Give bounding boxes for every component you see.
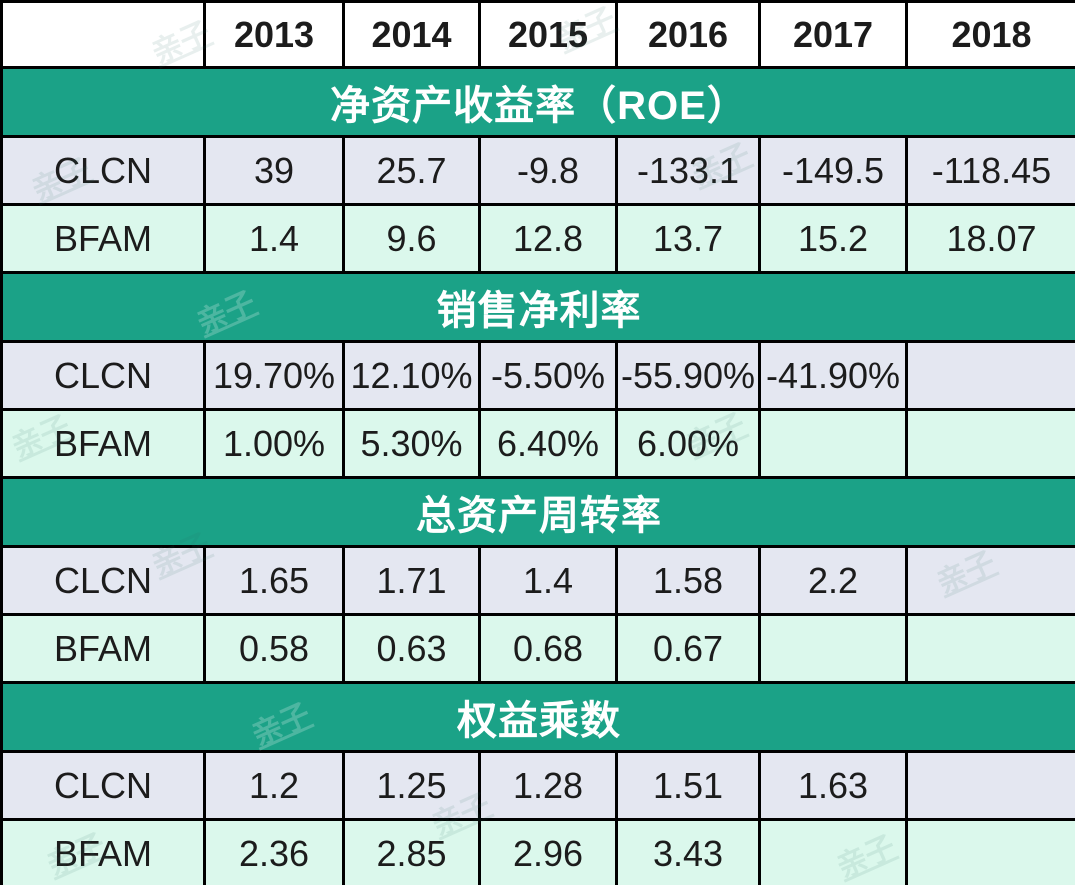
margin-clcn-row: CLCN 19.70% 12.10% -5.50% -55.90% -41.90… xyxy=(0,340,1075,411)
data-cell: 15.2 xyxy=(758,203,908,274)
data-cell: -5.50% xyxy=(478,340,618,411)
data-cell: 1.71 xyxy=(342,545,481,616)
data-cell: 1.4 xyxy=(478,545,618,616)
data-cell: 2.96 xyxy=(478,818,618,885)
data-cell: 1.25 xyxy=(342,750,481,821)
year-header: 2015 xyxy=(478,0,618,69)
data-cell: 25.7 xyxy=(342,135,481,206)
data-cell: 1.28 xyxy=(478,750,618,821)
section-header-net-margin: 销售净利率 xyxy=(0,271,1075,343)
year-header: 2017 xyxy=(758,0,908,69)
row-label: CLCN xyxy=(0,340,206,411)
data-cell: 0.68 xyxy=(478,613,618,684)
data-cell: -55.90% xyxy=(615,340,761,411)
section-header-equity-multiplier: 权益乘数 xyxy=(0,681,1075,753)
row-label: BFAM xyxy=(0,203,206,274)
section-header-asset-turnover: 总资产周转率 xyxy=(0,476,1075,548)
year-header: 2014 xyxy=(342,0,481,69)
data-cell: -118.45 xyxy=(905,135,1075,206)
data-cell: 1.4 xyxy=(203,203,345,274)
row-label: CLCN xyxy=(0,545,206,616)
row-label: BFAM xyxy=(0,408,206,479)
data-cell: 0.63 xyxy=(342,613,481,684)
data-cell: 13.7 xyxy=(615,203,761,274)
data-cell: 5.30% xyxy=(342,408,481,479)
corner-cell xyxy=(0,0,206,69)
data-cell: -149.5 xyxy=(758,135,908,206)
data-cell: 1.58 xyxy=(615,545,761,616)
data-cell: 9.6 xyxy=(342,203,481,274)
data-cell: 18.07 xyxy=(905,203,1075,274)
roe-clcn-row: CLCN 39 25.7 -9.8 -133.1 -149.5 -118.45 xyxy=(0,135,1075,206)
section-title: 净资产收益率（ROE） xyxy=(0,66,1075,138)
section-title: 总资产周转率 xyxy=(0,476,1075,548)
data-cell: 0.67 xyxy=(615,613,761,684)
data-cell xyxy=(758,818,908,885)
data-cell xyxy=(905,545,1075,616)
year-header: 2016 xyxy=(615,0,761,69)
equity-clcn-row: CLCN 1.2 1.25 1.28 1.51 1.63 xyxy=(0,750,1075,821)
data-cell: 2.36 xyxy=(203,818,345,885)
turnover-bfam-row: BFAM 0.58 0.63 0.68 0.67 xyxy=(0,613,1075,684)
data-cell xyxy=(905,613,1075,684)
row-label: CLCN xyxy=(0,135,206,206)
data-cell xyxy=(758,613,908,684)
data-cell xyxy=(905,818,1075,885)
data-cell: 6.40% xyxy=(478,408,618,479)
data-cell: 1.00% xyxy=(203,408,345,479)
data-cell: 6.00% xyxy=(615,408,761,479)
data-cell: 1.63 xyxy=(758,750,908,821)
data-cell: 0.58 xyxy=(203,613,345,684)
year-header: 2013 xyxy=(203,0,345,69)
margin-bfam-row: BFAM 1.00% 5.30% 6.40% 6.00% xyxy=(0,408,1075,479)
data-cell xyxy=(905,750,1075,821)
data-cell: 1.51 xyxy=(615,750,761,821)
data-cell: -41.90% xyxy=(758,340,908,411)
data-cell xyxy=(905,340,1075,411)
data-cell xyxy=(905,408,1075,479)
row-label: BFAM xyxy=(0,818,206,885)
section-title: 销售净利率 xyxy=(0,271,1075,343)
roe-bfam-row: BFAM 1.4 9.6 12.8 13.7 15.2 18.07 xyxy=(0,203,1075,274)
turnover-clcn-row: CLCN 1.65 1.71 1.4 1.58 2.2 xyxy=(0,545,1075,616)
data-cell: 2.2 xyxy=(758,545,908,616)
data-cell: 1.65 xyxy=(203,545,345,616)
year-header: 2018 xyxy=(905,0,1075,69)
section-header-roe: 净资产收益率（ROE） xyxy=(0,66,1075,138)
row-label: BFAM xyxy=(0,613,206,684)
data-cell: 19.70% xyxy=(203,340,345,411)
row-label: CLCN xyxy=(0,750,206,821)
data-cell: 12.10% xyxy=(342,340,481,411)
section-title: 权益乘数 xyxy=(0,681,1075,753)
equity-bfam-row: BFAM 2.36 2.85 2.96 3.43 xyxy=(0,818,1075,885)
data-cell: 12.8 xyxy=(478,203,618,274)
data-cell xyxy=(758,408,908,479)
year-header-row: 2013 2014 2015 2016 2017 2018 xyxy=(0,0,1075,69)
data-cell: 1.2 xyxy=(203,750,345,821)
data-cell: -9.8 xyxy=(478,135,618,206)
data-cell: -133.1 xyxy=(615,135,761,206)
data-cell: 39 xyxy=(203,135,345,206)
data-cell: 3.43 xyxy=(615,818,761,885)
data-cell: 2.85 xyxy=(342,818,481,885)
